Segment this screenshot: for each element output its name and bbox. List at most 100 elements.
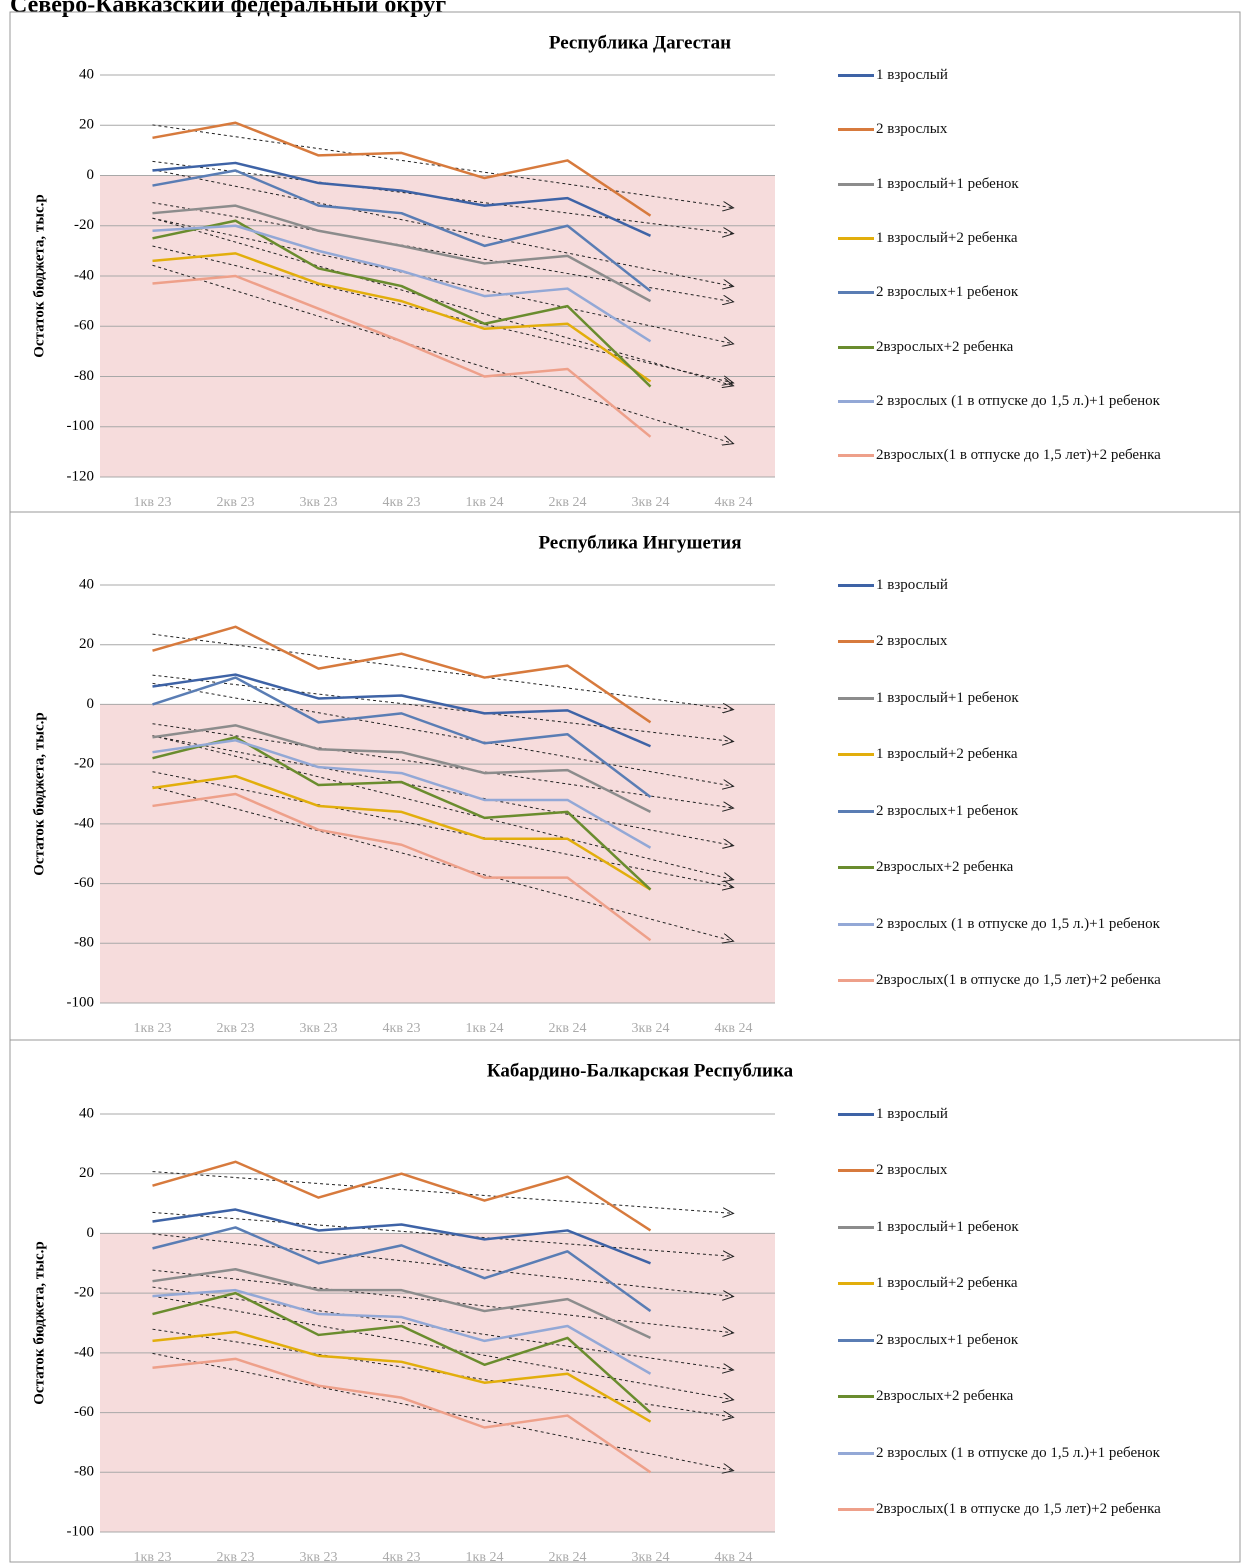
series-line [152, 274, 652, 438]
legend-item: 2взрослых(1 в отпуске до 1,5 лет)+2 ребе… [838, 446, 1178, 465]
chart-title: Республика Ингушетия [538, 532, 741, 553]
legend-label: 2взрослых+2 ребенка [876, 1388, 1014, 1405]
legend-swatch [838, 640, 874, 644]
x-tick-label: 4кв 24 [715, 495, 753, 510]
series-line [152, 121, 652, 217]
legend-item: 1 взрослый+2 ребенка [838, 229, 1178, 248]
y-tick-label: -60 [74, 1404, 94, 1420]
x-tick-label: 2кв 24 [549, 1021, 587, 1036]
x-tick-label: 3кв 24 [632, 1550, 670, 1565]
x-tick-label: 4кв 23 [383, 1021, 421, 1036]
x-tick-label: 4кв 24 [715, 1550, 753, 1565]
series-line [152, 1160, 652, 1232]
legend-item: 2 взрослых [838, 1161, 1178, 1180]
y-tick-label: -100 [67, 994, 95, 1010]
series-line [152, 774, 652, 891]
legend-label: 1 взрослый [876, 67, 948, 83]
y-tick-label: -60 [74, 318, 94, 334]
y-tick-label: 0 [87, 1225, 95, 1241]
legend-label: 1 взрослый+1 ребенок [876, 175, 1019, 192]
legend-swatch [838, 345, 874, 349]
y-axis-label: Остаток бюджета, тыс.р [31, 194, 47, 357]
y-tick-label: -120 [67, 468, 95, 484]
series-line [152, 161, 652, 237]
y-tick-label: -20 [74, 756, 94, 772]
legend-swatch [838, 584, 874, 587]
legend-swatch [838, 696, 874, 700]
x-tick-label: 1кв 23 [134, 1550, 172, 1565]
trendline [152, 1295, 734, 1400]
x-tick-label: 1кв 24 [466, 495, 504, 510]
legend-label: 2 взрослых [876, 1162, 948, 1179]
legend-label: 2 взрослых+1 ребенок [876, 802, 1019, 819]
trendline [152, 1233, 734, 1297]
series-line [152, 219, 652, 388]
legend-swatch [838, 1225, 874, 1229]
legend-item: 2 взрослых [838, 120, 1178, 139]
legend-item: 1 взрослый+1 ребенок [838, 175, 1178, 194]
trendline [152, 1211, 734, 1256]
series-line [152, 1330, 652, 1423]
chart-frame [9, 1039, 1241, 1563]
legend-swatch [838, 74, 874, 77]
legend-swatch [838, 1508, 874, 1512]
x-tick-label: 2кв 23 [217, 1021, 255, 1036]
chart-title: Кабардино-Балкарская Республика [487, 1060, 794, 1081]
trendline [152, 169, 734, 287]
legend-label: 1 взрослый+1 ребенок [876, 1218, 1019, 1235]
y-tick-label: 0 [87, 696, 95, 712]
legend-swatch [838, 182, 874, 186]
x-tick-label: 2кв 23 [217, 495, 255, 510]
series-line [152, 169, 652, 293]
legend-item: 2 взрослых (1 в отпуске до 1,5 л.)+1 реб… [838, 915, 1178, 934]
x-tick-label: 2кв 24 [549, 495, 587, 510]
legend-item: 1 взрослый [838, 576, 1178, 595]
y-tick-label: -20 [74, 1285, 94, 1301]
legend-swatch [838, 1451, 874, 1455]
legend-swatch [838, 128, 874, 132]
x-tick-label: 4кв 23 [383, 495, 421, 510]
trendline [152, 735, 734, 846]
y-tick-label: -100 [67, 1523, 95, 1539]
page-title: Северо-Кавказский федеральный округ [10, 0, 447, 18]
y-tick-label: 40 [79, 576, 94, 592]
y-tick-label: -40 [74, 267, 94, 283]
y-tick-label: -100 [67, 418, 95, 434]
series-line [152, 224, 652, 343]
trendline [152, 682, 734, 786]
negative-area [100, 1233, 775, 1532]
series-line [152, 1268, 652, 1340]
legend-label: 2взрослых(1 в отпуске до 1,5 лет)+2 ребе… [876, 1501, 1161, 1518]
legend-label: 2взрослых+2 ребенка [876, 338, 1014, 355]
legend-swatch [838, 454, 874, 458]
series-line [152, 1357, 652, 1474]
x-tick-label: 3кв 24 [632, 1021, 670, 1036]
legend-swatch [838, 922, 874, 926]
x-tick-label: 3кв 24 [632, 495, 670, 510]
legend-item: 2взрослых+2 ребенка [838, 1387, 1178, 1406]
y-tick-label: -20 [74, 217, 94, 233]
x-tick-label: 3кв 23 [300, 1550, 338, 1565]
y-tick-label: -80 [74, 935, 94, 951]
legend-item: 2 взрослых (1 в отпуске до 1,5 л.)+1 реб… [838, 392, 1178, 411]
legend-item: 1 взрослый+1 ребенок [838, 1218, 1178, 1237]
x-tick-label: 1кв 24 [466, 1550, 504, 1565]
trendline [152, 723, 734, 808]
trendline [152, 735, 734, 880]
x-tick-label: 2кв 23 [217, 1550, 255, 1565]
y-tick-label: -80 [74, 1464, 94, 1480]
legend-item: 1 взрослый [838, 66, 1178, 85]
legend-item: 2взрослых(1 в отпуске до 1,5 лет)+2 ребе… [838, 971, 1178, 990]
legend-item: 2взрослых+2 ребенка [838, 338, 1178, 357]
legend-item: 2взрослых+2 ребенка [838, 858, 1178, 877]
series-line [152, 676, 652, 798]
legend-label: 1 взрослый+1 ребенок [876, 689, 1019, 706]
x-tick-label: 1кв 24 [466, 1021, 504, 1036]
legend-item: 2 взрослых+1 ребенок [838, 283, 1178, 302]
x-tick-label: 4кв 23 [383, 1550, 421, 1565]
y-tick-label: 0 [87, 167, 95, 183]
legend-label: 2взрослых+2 ребенка [876, 859, 1014, 876]
x-tick-label: 1кв 23 [134, 1021, 172, 1036]
